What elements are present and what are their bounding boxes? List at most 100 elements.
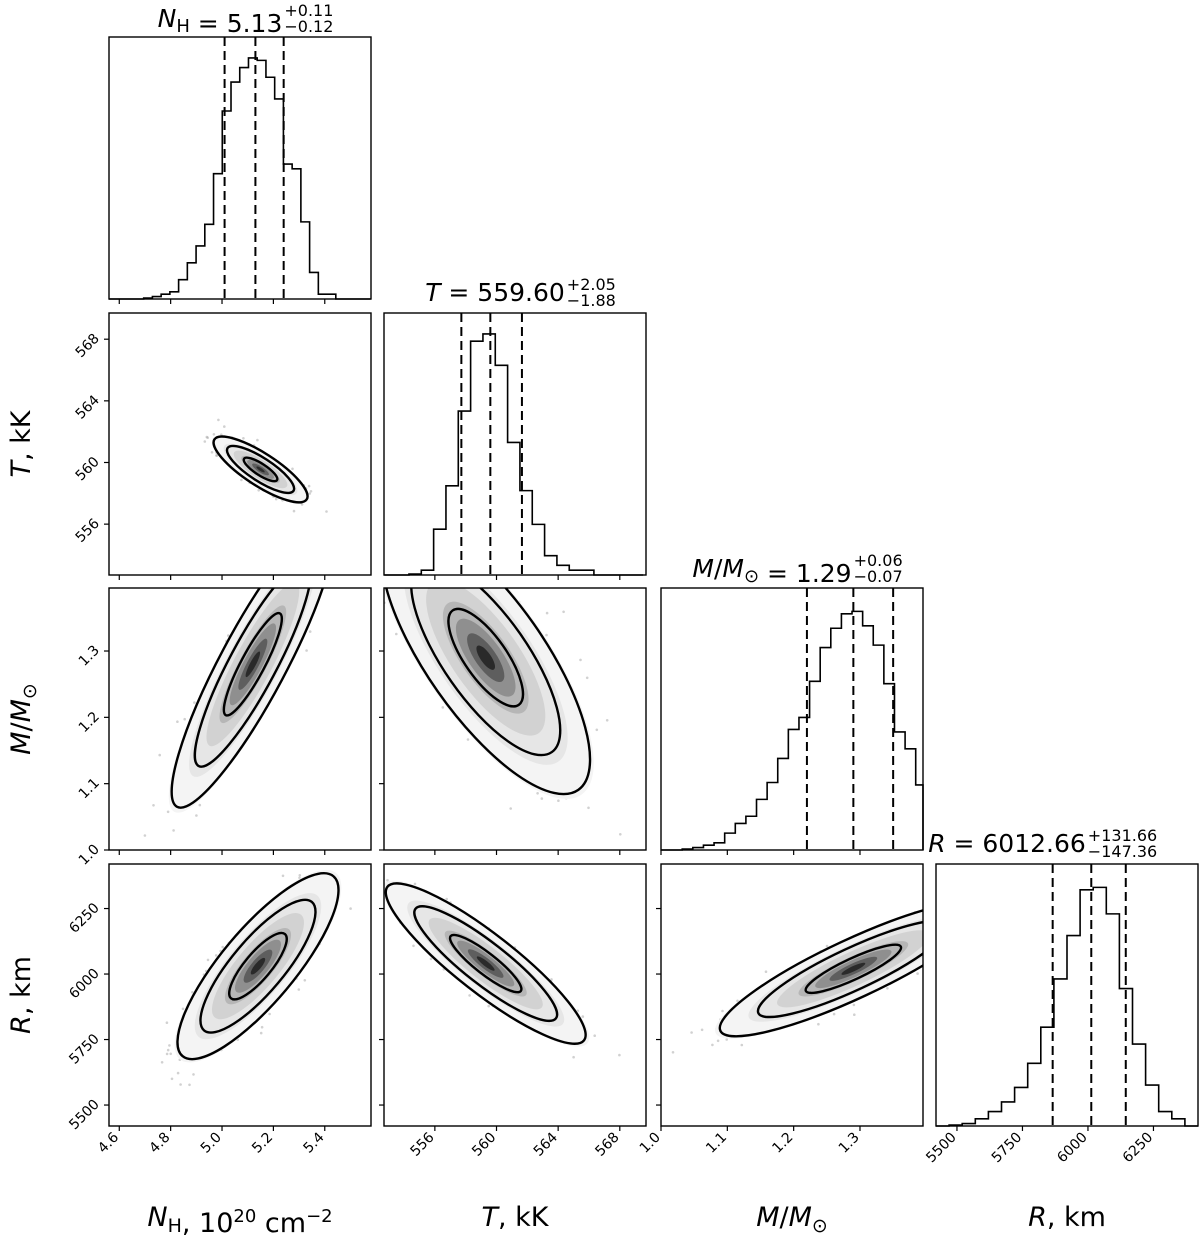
sample-point xyxy=(312,554,315,557)
sample-point xyxy=(970,894,973,897)
sample-point xyxy=(323,555,326,558)
sample-point xyxy=(435,535,438,538)
sample-point xyxy=(825,944,829,948)
sample-point xyxy=(716,1039,720,1043)
sample-point xyxy=(413,882,417,886)
histogram-M xyxy=(661,610,924,851)
sample-point xyxy=(932,951,935,954)
y-tick-label: 1.0 xyxy=(76,842,103,869)
panel-frame xyxy=(383,312,647,576)
sample-point xyxy=(415,569,418,572)
sample-point xyxy=(984,905,987,908)
sample-point xyxy=(412,944,415,948)
contour-1 xyxy=(242,456,279,483)
title-symbol: M xyxy=(692,554,714,583)
sample-point xyxy=(347,524,350,527)
sample-point xyxy=(321,516,324,519)
sample-point xyxy=(593,1034,596,1037)
sample-point xyxy=(312,581,315,584)
x-tick-label: 568 xyxy=(592,1130,622,1160)
sample-point xyxy=(256,438,259,442)
title-symbol: N xyxy=(158,4,177,33)
sample-point xyxy=(740,1043,744,1047)
histogram-panel-R xyxy=(935,863,1199,1127)
sample-point xyxy=(962,926,965,929)
x-tick-label: 6250 xyxy=(1120,1130,1157,1167)
sample-point xyxy=(399,563,402,566)
y-tick-label: 1.2 xyxy=(76,709,103,736)
sample-point xyxy=(309,490,313,493)
sample-point xyxy=(172,829,175,832)
sample-point xyxy=(886,987,889,990)
title-value: = 559.60 xyxy=(440,278,564,307)
y-tick-label: 6250 xyxy=(66,900,103,937)
sample-point xyxy=(291,467,294,471)
title-value: = 5.13 xyxy=(190,9,283,38)
density-panel-T-M xyxy=(358,509,647,851)
sample-point xyxy=(340,860,343,863)
histogram-panel-NH xyxy=(108,36,372,300)
sample-point xyxy=(832,1012,836,1016)
sample-point xyxy=(932,965,935,968)
sample-point xyxy=(158,753,161,757)
x-tick-label: 560 xyxy=(469,1130,499,1160)
sample-point xyxy=(959,912,962,915)
sample-point xyxy=(170,1077,174,1081)
x-tick-label: 5.0 xyxy=(198,1130,225,1157)
sample-point xyxy=(165,1021,169,1024)
sample-point xyxy=(605,719,609,722)
sample-point xyxy=(358,509,361,512)
sample-point xyxy=(419,579,422,582)
sample-point xyxy=(372,568,375,571)
sample-point xyxy=(143,834,147,837)
sample-point xyxy=(941,925,944,928)
sample-point xyxy=(967,933,970,936)
x-tick-label: 4.8 xyxy=(146,1130,173,1157)
sample-point xyxy=(540,797,544,800)
contour-1 xyxy=(228,931,288,1001)
sample-point xyxy=(362,505,365,508)
y-tick-label: 560 xyxy=(73,454,103,484)
sample-point xyxy=(166,810,170,814)
sample-point xyxy=(210,451,214,454)
y-tick-label: 564 xyxy=(73,392,103,422)
x-axis-label-T: T, kK xyxy=(481,1202,549,1233)
sample-point xyxy=(281,566,284,569)
sample-point xyxy=(955,924,958,927)
sample-point xyxy=(283,556,286,559)
title-symbol-2: M xyxy=(722,554,744,583)
sample-point xyxy=(562,610,565,614)
sample-point xyxy=(361,868,364,871)
sample-point xyxy=(386,878,389,882)
panel-frame xyxy=(383,587,647,851)
sample-point xyxy=(188,1083,191,1087)
title-symbol: T xyxy=(425,278,442,307)
sample-point xyxy=(303,979,307,982)
sample-point xyxy=(970,909,973,912)
title-error-minus: −1.88 xyxy=(567,291,616,310)
sample-point xyxy=(320,501,323,504)
contour-1 xyxy=(222,611,284,717)
sample-point xyxy=(853,1013,856,1016)
sample-point xyxy=(453,582,456,585)
sample-point xyxy=(268,1012,271,1016)
sample-point xyxy=(314,548,317,551)
sample-point xyxy=(344,515,347,518)
panel-frame xyxy=(108,863,372,1127)
sample-point xyxy=(319,531,322,534)
sample-point xyxy=(308,545,311,548)
x-tick-label: 6000 xyxy=(1054,1130,1091,1167)
title-error-minus: −0.12 xyxy=(284,17,333,36)
contour-3 xyxy=(176,872,340,1061)
x-tick-label: 1.2 xyxy=(769,1130,796,1157)
sample-point xyxy=(319,535,322,538)
sample-point xyxy=(482,577,485,580)
density-shade-6 xyxy=(250,957,266,975)
sample-point xyxy=(764,970,768,973)
x-tick-label: 1.3 xyxy=(836,1130,863,1157)
y-tick-label: 6000 xyxy=(66,966,103,1003)
sample-point xyxy=(417,583,420,586)
sample-point xyxy=(305,649,308,652)
sample-point xyxy=(619,833,622,836)
sample-point xyxy=(721,1009,724,1013)
